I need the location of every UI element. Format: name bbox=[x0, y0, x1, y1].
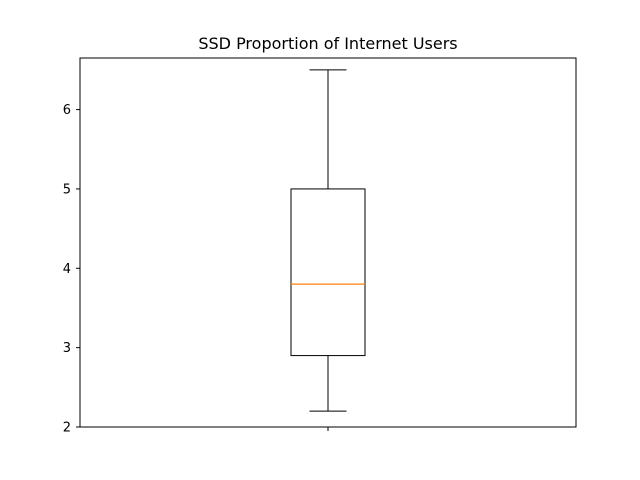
y-tick-label: 5 bbox=[63, 182, 71, 197]
y-tick-label: 3 bbox=[63, 341, 71, 356]
box-plot-layer bbox=[290, 69, 366, 412]
y-tick-label: 6 bbox=[63, 103, 71, 118]
plot-area-frame bbox=[79, 57, 577, 428]
y-tick-label: 4 bbox=[63, 262, 71, 277]
chart-title: SSD Proportion of Internet Users bbox=[198, 34, 457, 53]
axis-layer: 2 3 4 5 6 bbox=[63, 103, 329, 436]
interquartile-box bbox=[290, 188, 366, 357]
y-tick-label: 2 bbox=[63, 421, 71, 436]
